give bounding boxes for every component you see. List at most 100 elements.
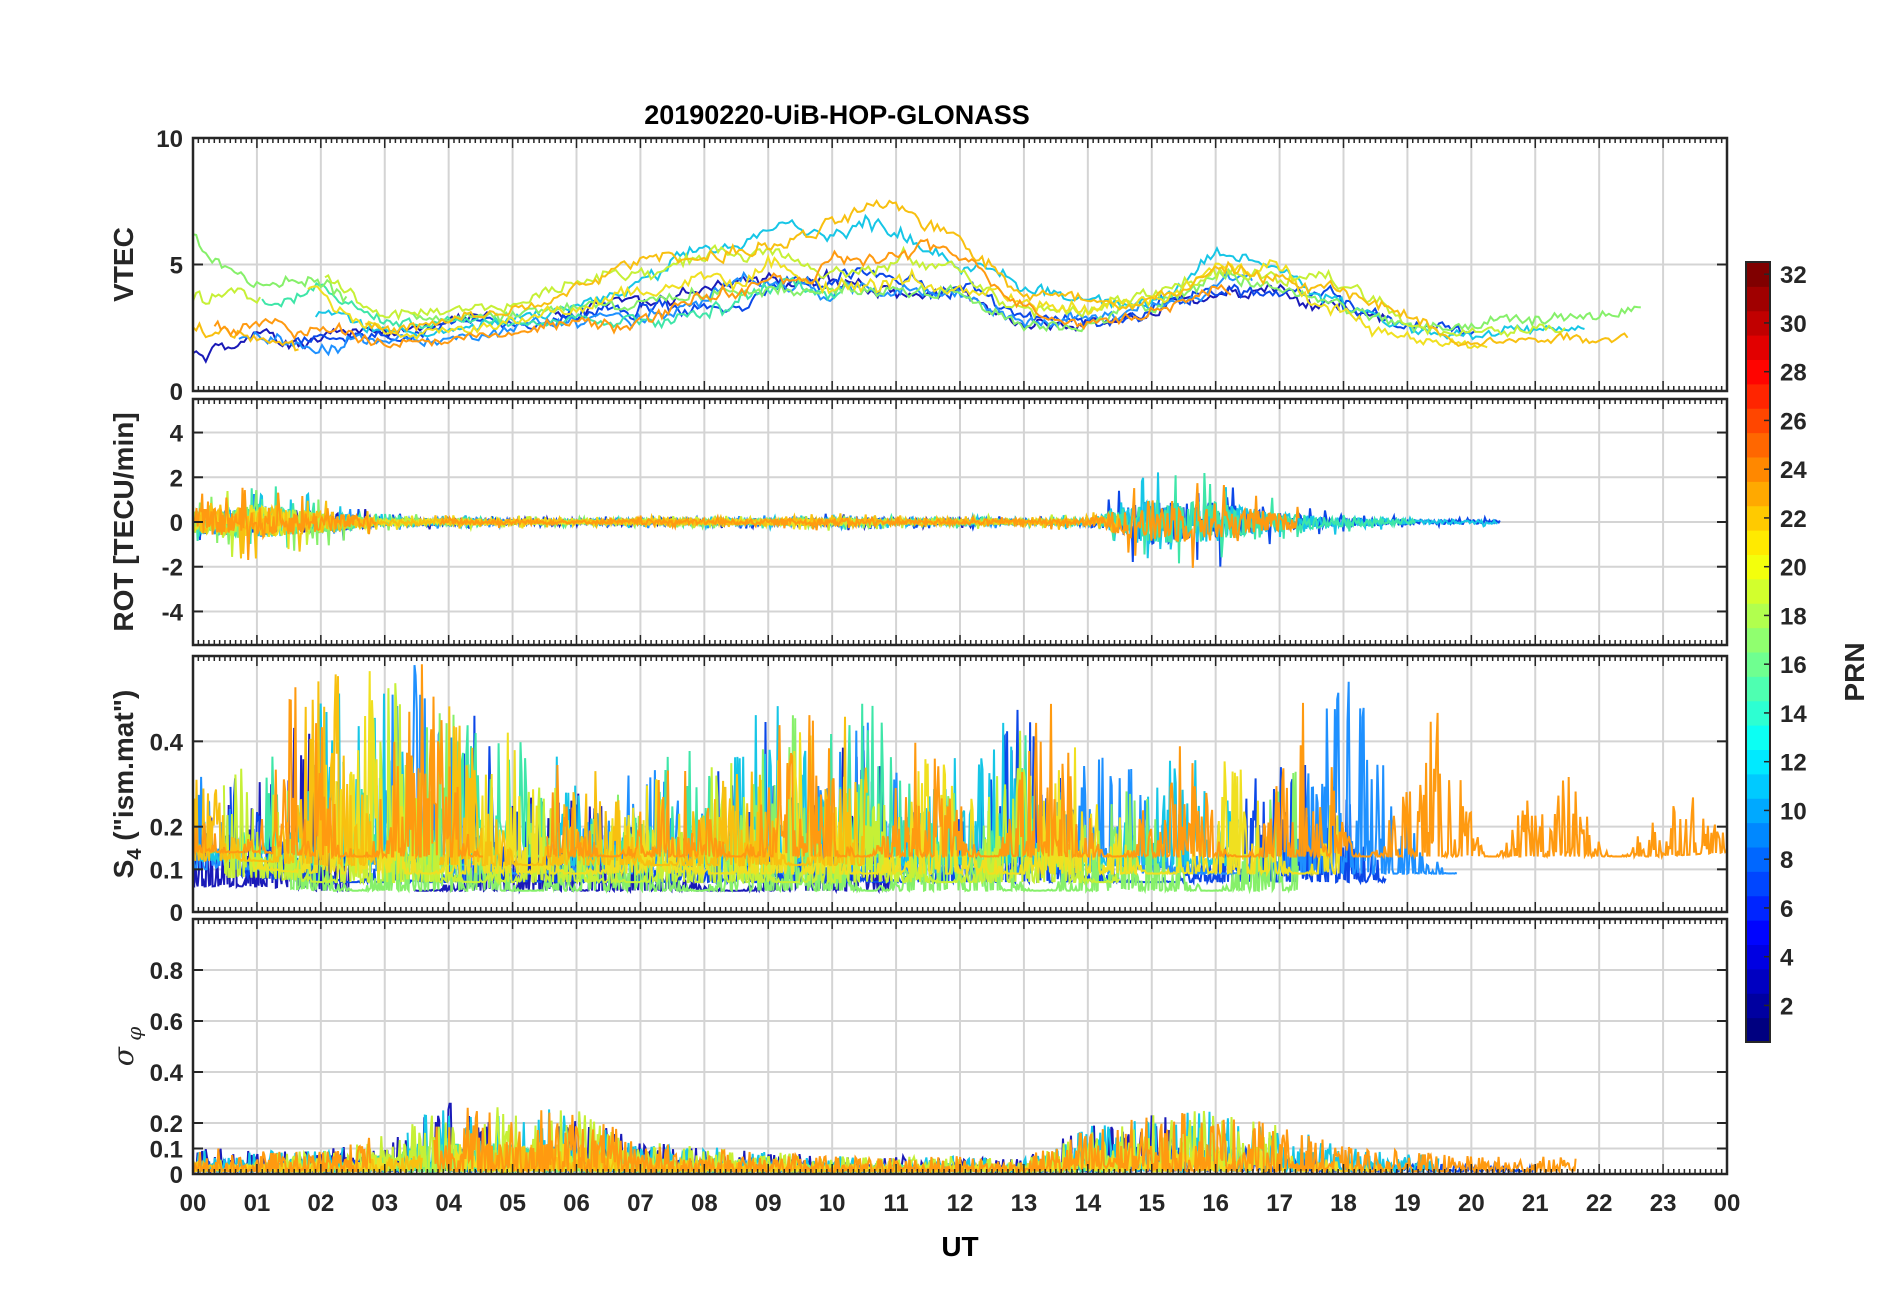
y-axis-label: σ φ — [107, 1027, 146, 1067]
colorbar-segment — [1746, 627, 1770, 653]
series-line — [193, 664, 483, 860]
colorbar-segment — [1746, 871, 1770, 897]
y-tick-label: 0 — [170, 510, 183, 537]
colorbar-segment — [1746, 432, 1770, 458]
colorbar-segment — [1746, 481, 1770, 507]
y-axis-label: S4 ("ism.mat") — [108, 690, 146, 879]
x-tick-label: 23 — [1650, 1190, 1677, 1217]
x-tick-label: 04 — [435, 1190, 462, 1217]
colorbar-segment — [1746, 968, 1770, 994]
colorbar-segment — [1746, 286, 1770, 312]
series-line — [251, 671, 1342, 878]
series-line — [314, 213, 1585, 341]
x-tick-label: 21 — [1522, 1190, 1549, 1217]
x-tick-label: 13 — [1011, 1190, 1038, 1217]
x-tick-label: 19 — [1394, 1190, 1421, 1217]
colorbar-segment — [1746, 1017, 1770, 1043]
y-tick-label: 2 — [170, 465, 183, 492]
series-group — [193, 664, 1727, 895]
x-tick-label: 08 — [691, 1190, 718, 1217]
y-tick-label: 0.1 — [150, 1137, 183, 1164]
colorbar-tick-label: 28 — [1780, 360, 1807, 387]
colorbar-tick-label: 14 — [1780, 701, 1807, 728]
y-tick-label: 0 — [170, 379, 183, 406]
colorbar-tick-label: 20 — [1780, 555, 1807, 582]
x-tick-label: 18 — [1330, 1190, 1357, 1217]
y-tick-label: 0.4 — [150, 729, 184, 756]
x-minor-ticks — [192, 656, 1728, 912]
x-tick-label: 10 — [819, 1190, 846, 1217]
x-tick-label: 12 — [947, 1190, 974, 1217]
colorbar-tick-label: 8 — [1780, 847, 1793, 874]
y-tick-label: 0.8 — [150, 958, 183, 985]
x-tick-label: 05 — [499, 1190, 526, 1217]
series-line — [365, 199, 1629, 347]
panel-1: 0 5 10 VTEC — [108, 126, 1729, 406]
series-line — [409, 267, 1641, 334]
colorbar-tick-label: 6 — [1780, 896, 1793, 923]
series-line — [193, 287, 261, 305]
x-tick-label: 03 — [371, 1190, 398, 1217]
x-tick-label: 00 — [1714, 1190, 1741, 1217]
series-group — [193, 472, 1501, 568]
y-tick-label: -2 — [162, 555, 183, 582]
x-tick-label: 17 — [1266, 1190, 1293, 1217]
y-tick-label: 5 — [170, 253, 183, 280]
colorbar-tick-label: 18 — [1780, 603, 1807, 630]
y-tick-label: 0.1 — [150, 857, 183, 884]
y-tick-label: 0 — [170, 1162, 183, 1189]
series-line — [546, 702, 1727, 861]
y-tick-label: 0.4 — [150, 1060, 184, 1087]
colorbar-segment — [1746, 335, 1770, 360]
series-line — [439, 483, 1300, 568]
series-line — [307, 253, 1488, 350]
panel-3: 0 0.1 0.2 0.4S4 ("ism.mat") — [108, 654, 1729, 927]
y-tick-label: 10 — [156, 126, 183, 153]
series-line — [193, 1137, 372, 1174]
colorbar-segment — [1746, 530, 1770, 555]
x-tick-label: 20 — [1458, 1190, 1485, 1217]
series-line — [193, 321, 299, 352]
colorbar-tick-label: 26 — [1780, 408, 1807, 435]
x-tick-label: 14 — [1074, 1190, 1101, 1217]
x-axis: 00 01 02 03 04 05 06 07 08 09 10 11 12 13 14 15 16 17 18 19… — [180, 1190, 1741, 1217]
colorbar-frame — [1745, 261, 1771, 1043]
x-tick-label: 11 — [883, 1190, 908, 1217]
x-tick-label: 09 — [755, 1190, 782, 1217]
series-group — [193, 1102, 1577, 1174]
x-tick-label: 01 — [244, 1190, 271, 1217]
series-line — [294, 267, 1475, 346]
x-minor-ticks — [192, 919, 1728, 1174]
y-tick-label: 0.2 — [150, 815, 183, 842]
colorbar-tick-label: 22 — [1780, 506, 1807, 533]
y-tick-label: 0.2 — [150, 1111, 183, 1138]
series-line — [193, 674, 377, 869]
y-tick-label: 0.6 — [150, 1009, 183, 1036]
series-line — [324, 244, 1566, 338]
x-minor-ticks — [192, 399, 1728, 645]
series-line — [213, 238, 1232, 349]
series-line — [238, 269, 1253, 357]
x-minor-ticks — [192, 138, 1728, 391]
panel-2: -4 -2 0 2 4 ROT [TECU/min] — [108, 397, 1729, 647]
colorbar-tick-label: 32 — [1780, 262, 1807, 289]
y-axis-label: VTEC — [108, 227, 139, 302]
colorbar-segment — [1746, 773, 1770, 799]
colorbar-segment — [1746, 578, 1770, 604]
colorbar-tick-label: 12 — [1780, 750, 1807, 777]
panel-4: 00.10.2 0.4 0.6 0.8 σ φ — [107, 917, 1729, 1189]
colorbar-tick-label: 24 — [1780, 457, 1807, 484]
series-line — [565, 472, 1498, 559]
colorbar-tick-label: 2 — [1780, 993, 1793, 1020]
x-tick-label: 16 — [1202, 1190, 1229, 1217]
series-group — [193, 199, 1641, 364]
colorbar-segment — [1746, 383, 1770, 409]
colorbar-label: PRN — [1839, 642, 1870, 701]
chart-title: 20190220-UiB-HOP-GLONASS — [644, 100, 1030, 130]
x-tick-label: 22 — [1586, 1190, 1613, 1217]
colorbar-tick-label: 16 — [1780, 652, 1807, 679]
x-tick-label: 00 — [180, 1190, 207, 1217]
